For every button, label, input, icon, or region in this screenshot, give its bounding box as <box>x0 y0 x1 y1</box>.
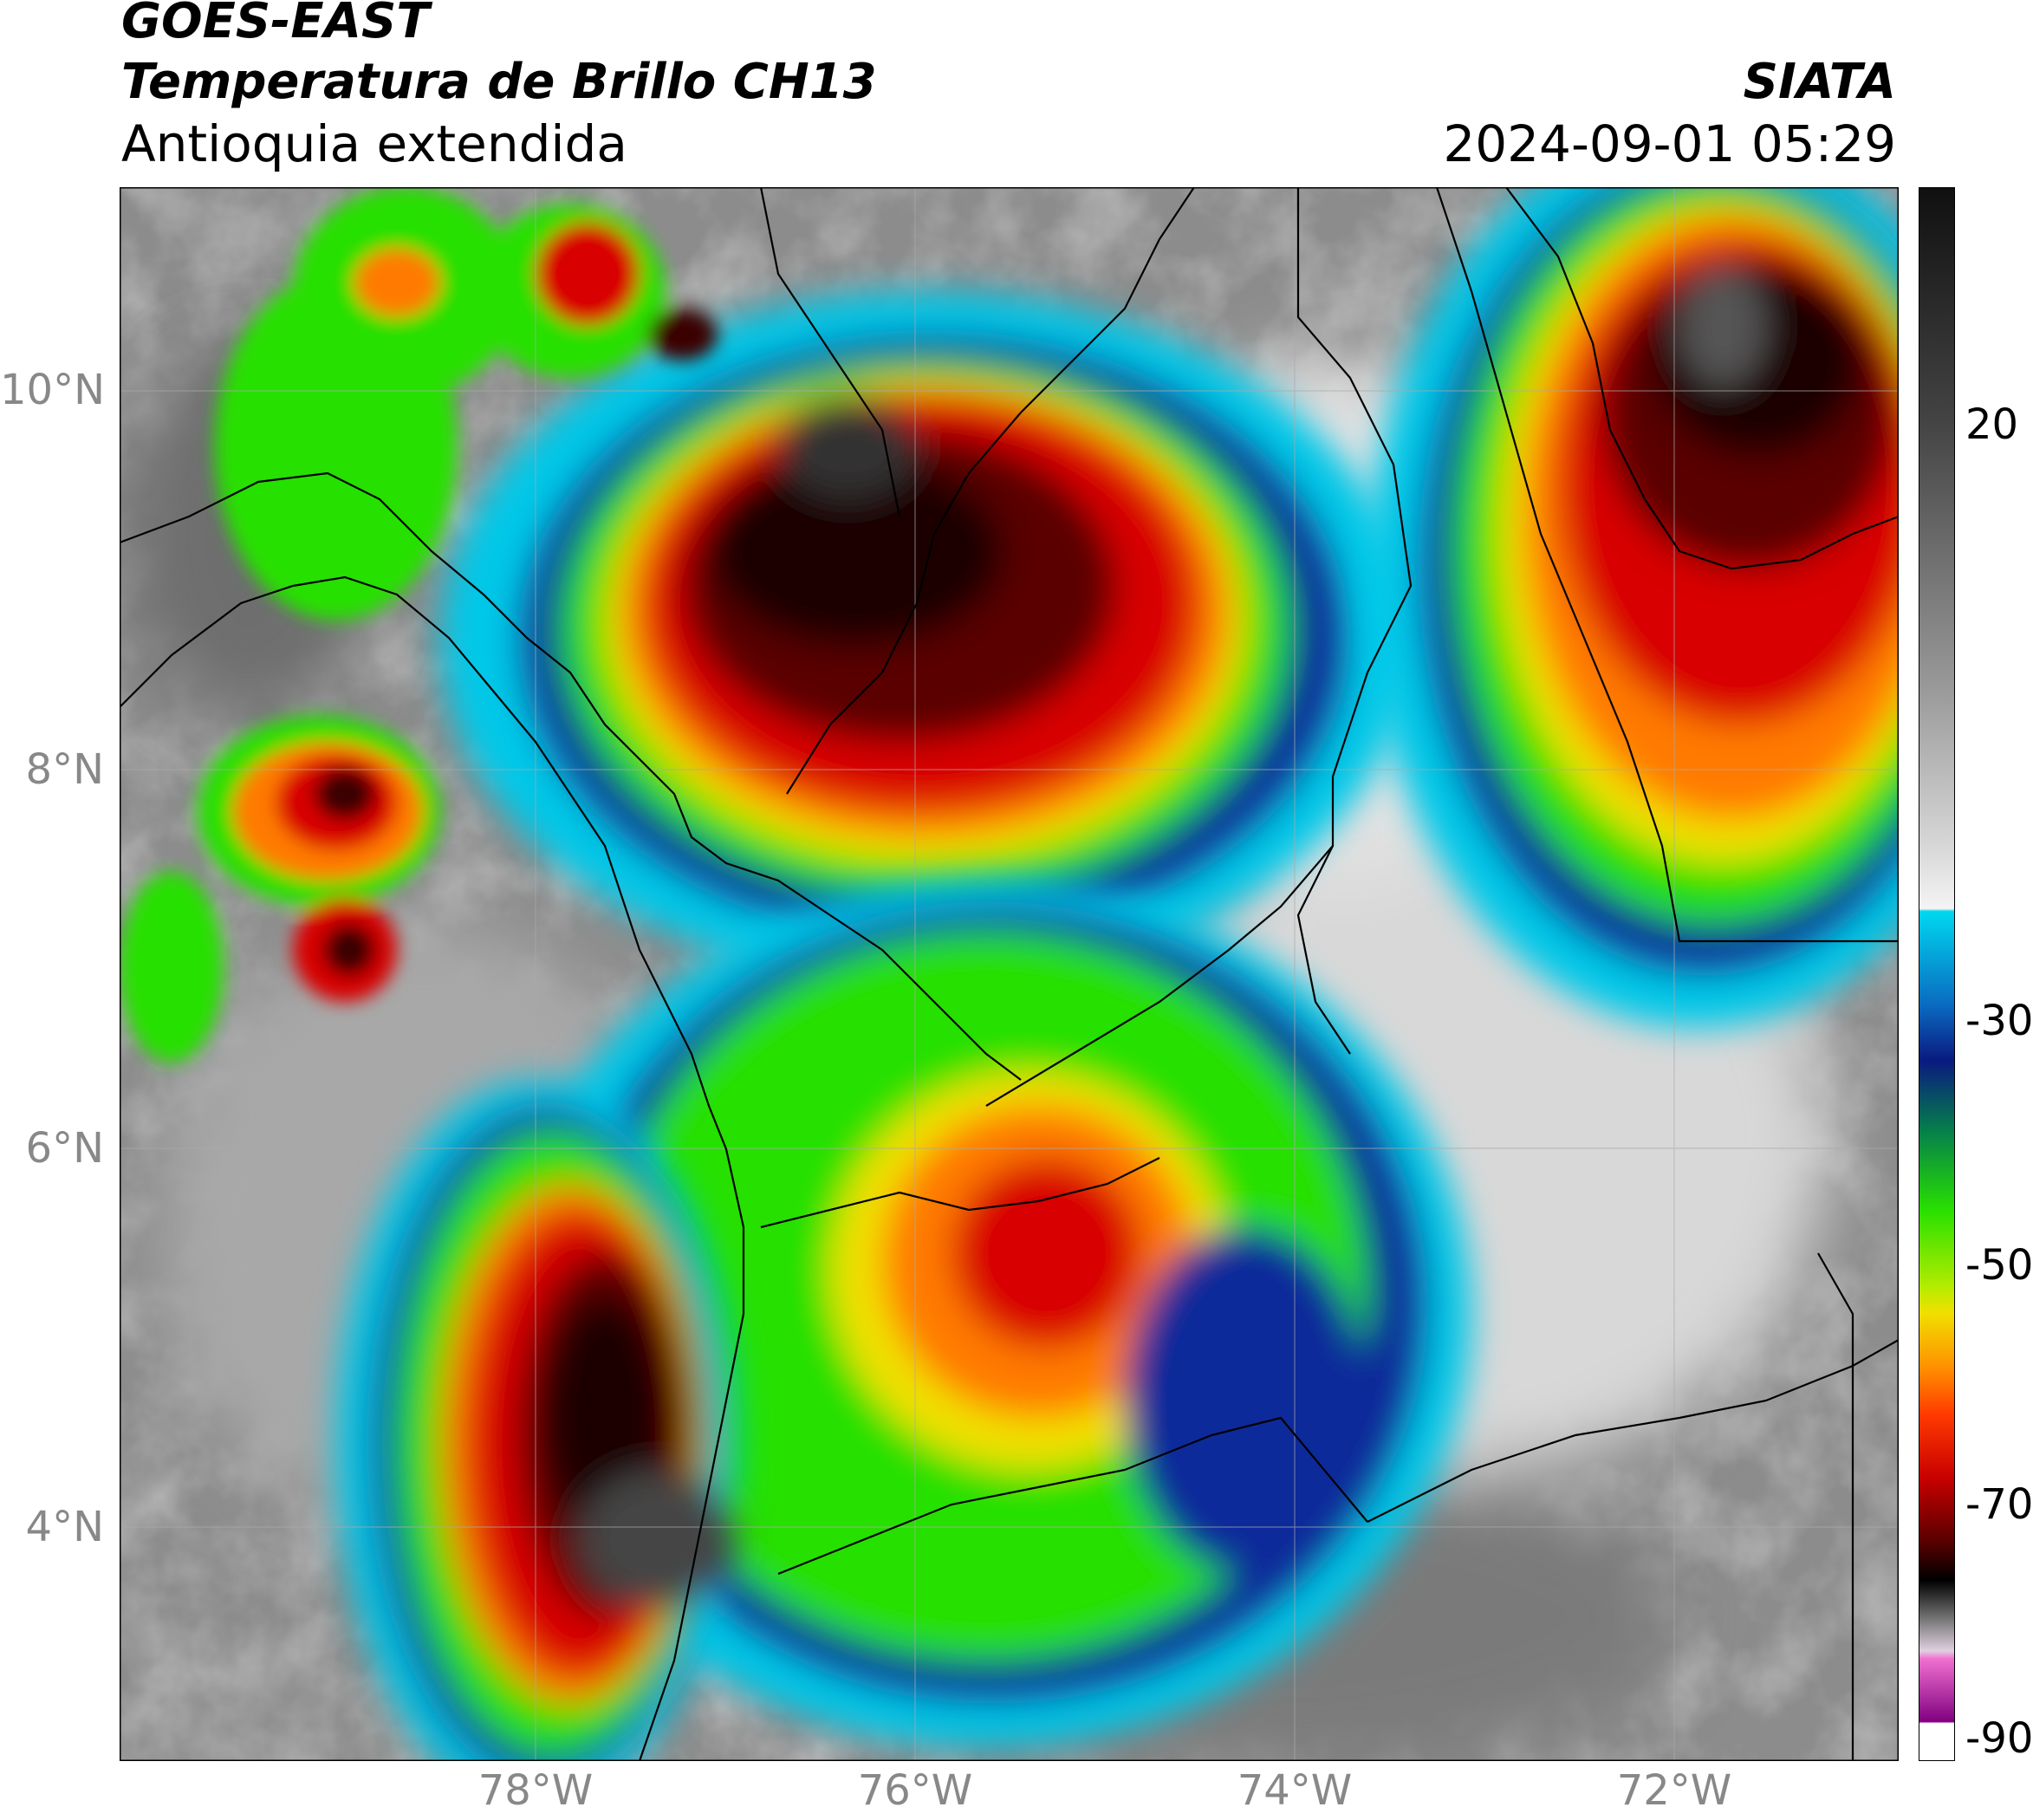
colorbar-tick-minus30: -30 <box>1965 997 2033 1045</box>
timestamp: 2024-09-01 05:29 <box>1443 114 1896 173</box>
title-line-1: GOES-EAST <box>121 0 430 49</box>
colorbar-tick-minus50: -50 <box>1965 1241 2033 1290</box>
colorbar-tick-20: 20 <box>1965 400 2019 449</box>
organization-label: SIATA <box>1743 54 1896 110</box>
lon-label-72w: 72°W <box>1616 1766 1732 1815</box>
lat-label-4n: 4°N <box>25 1503 104 1551</box>
title-line-2: Temperatura de Brillo CH13 <box>121 54 877 110</box>
colorbar-tick-minus70: -70 <box>1965 1480 2033 1529</box>
lon-label-76w: 76°W <box>857 1766 973 1815</box>
colorbar-tick-minus90: -90 <box>1965 1714 2033 1763</box>
lat-label-8n: 8°N <box>25 745 104 794</box>
lat-label-6n: 6°N <box>25 1124 104 1173</box>
lon-label-78w: 78°W <box>477 1766 594 1815</box>
lon-label-74w: 74°W <box>1237 1766 1353 1815</box>
subtitle: Antioquia extendida <box>121 114 627 173</box>
lat-label-10n: 10°N <box>0 366 105 414</box>
satellite-map <box>120 187 1899 1761</box>
temperature-colorbar <box>1919 187 1955 1761</box>
